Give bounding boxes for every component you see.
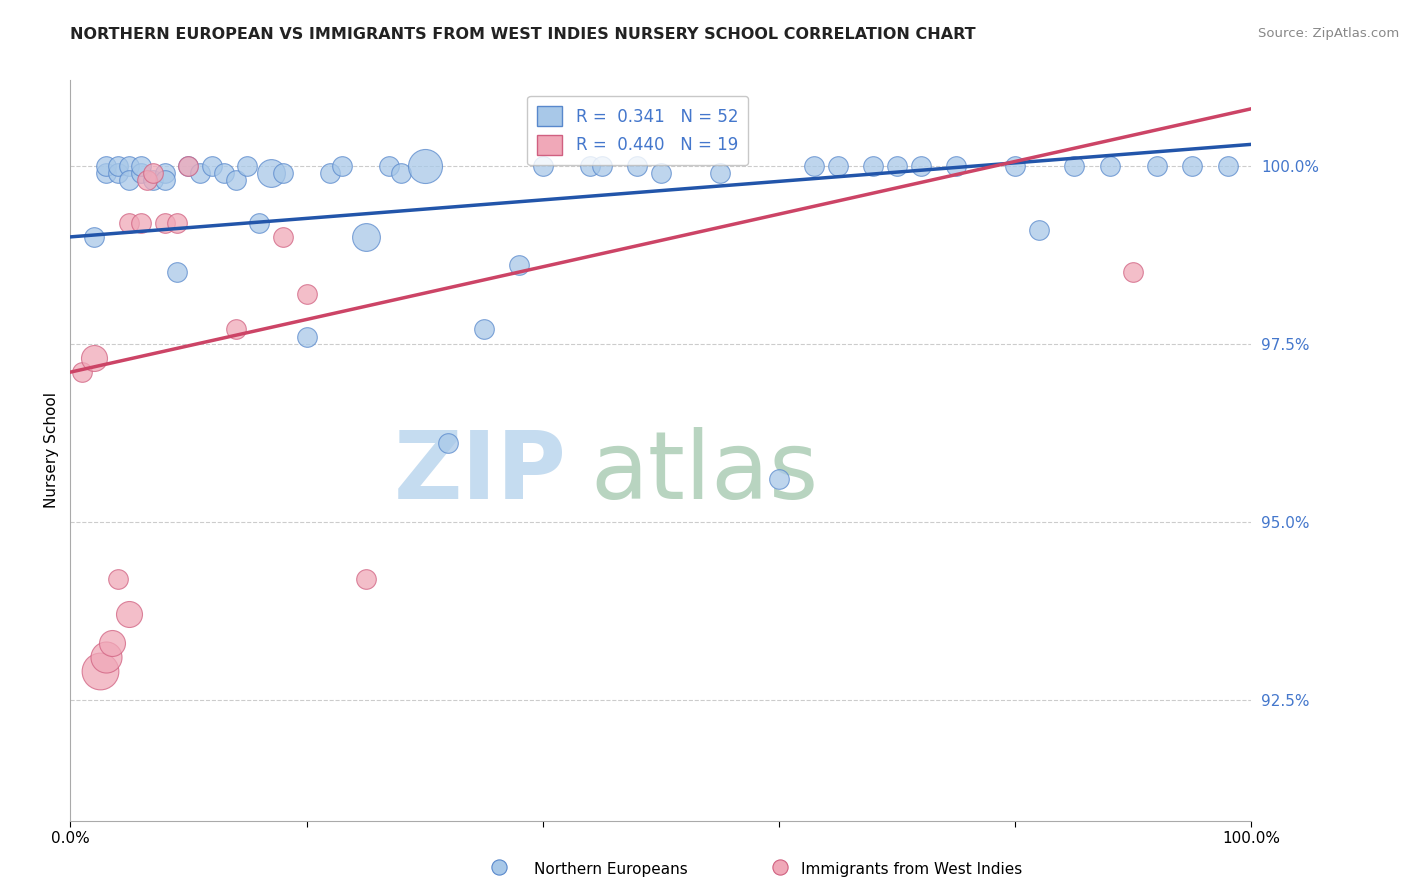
Point: [271, 166, 294, 180]
Point: [118, 173, 141, 187]
Point: [1028, 223, 1050, 237]
Point: [177, 159, 200, 173]
Point: [212, 166, 235, 180]
Point: [225, 322, 247, 336]
Point: [107, 159, 129, 173]
Point: [1098, 159, 1121, 173]
Point: [107, 572, 129, 586]
Point: [378, 159, 401, 173]
Point: [225, 173, 247, 187]
Point: [579, 159, 602, 173]
Point: [295, 329, 318, 343]
Point: [107, 166, 129, 180]
Point: [236, 159, 259, 173]
Point: [803, 159, 825, 173]
Point: [1004, 159, 1026, 173]
Point: [389, 166, 412, 180]
Point: [1181, 159, 1204, 173]
Point: [118, 159, 141, 173]
Point: [769, 860, 792, 874]
Point: [330, 159, 353, 173]
Point: [1216, 159, 1239, 173]
Point: [508, 258, 530, 272]
Point: [709, 166, 731, 180]
Point: [472, 322, 495, 336]
Point: [136, 173, 159, 187]
Point: [83, 351, 105, 365]
Point: [488, 860, 510, 874]
Point: [437, 436, 460, 450]
Point: [354, 572, 377, 586]
Point: [591, 159, 613, 173]
Point: [827, 159, 849, 173]
Point: [910, 159, 932, 173]
Point: [153, 216, 176, 230]
Point: [413, 159, 436, 173]
Point: [70, 365, 93, 379]
Point: [626, 159, 648, 173]
Point: [1063, 159, 1085, 173]
Point: [271, 230, 294, 244]
Point: [1122, 265, 1144, 279]
Text: Northern Europeans: Northern Europeans: [534, 863, 688, 877]
Point: [1146, 159, 1168, 173]
Point: [94, 159, 117, 173]
Text: Source: ZipAtlas.com: Source: ZipAtlas.com: [1258, 27, 1399, 40]
Point: [886, 159, 908, 173]
Point: [118, 216, 141, 230]
Point: [142, 166, 165, 180]
Point: [166, 265, 188, 279]
Point: [100, 635, 122, 649]
Point: [201, 159, 224, 173]
Point: [94, 166, 117, 180]
Point: [354, 230, 377, 244]
Point: [650, 166, 672, 180]
Point: [118, 607, 141, 622]
Text: NORTHERN EUROPEAN VS IMMIGRANTS FROM WEST INDIES NURSERY SCHOOL CORRELATION CHAR: NORTHERN EUROPEAN VS IMMIGRANTS FROM WES…: [70, 27, 976, 42]
Legend: R =  0.341   N = 52, R =  0.440   N = 19: R = 0.341 N = 52, R = 0.440 N = 19: [527, 96, 748, 165]
Point: [153, 173, 176, 187]
Point: [83, 230, 105, 244]
Point: [129, 159, 152, 173]
Y-axis label: Nursery School: Nursery School: [44, 392, 59, 508]
Point: [945, 159, 967, 173]
Point: [166, 216, 188, 230]
Point: [94, 649, 117, 664]
Point: [260, 166, 283, 180]
Point: [247, 216, 270, 230]
Point: [319, 166, 342, 180]
Point: [862, 159, 884, 173]
Text: Immigrants from West Indies: Immigrants from West Indies: [801, 863, 1022, 877]
Point: [129, 166, 152, 180]
Point: [188, 166, 211, 180]
Point: [531, 159, 554, 173]
Text: atlas: atlas: [591, 426, 818, 518]
Text: ZIP: ZIP: [394, 426, 567, 518]
Point: [89, 664, 111, 678]
Point: [768, 472, 790, 486]
Point: [142, 173, 165, 187]
Point: [129, 216, 152, 230]
Point: [295, 286, 318, 301]
Point: [153, 166, 176, 180]
Point: [177, 159, 200, 173]
